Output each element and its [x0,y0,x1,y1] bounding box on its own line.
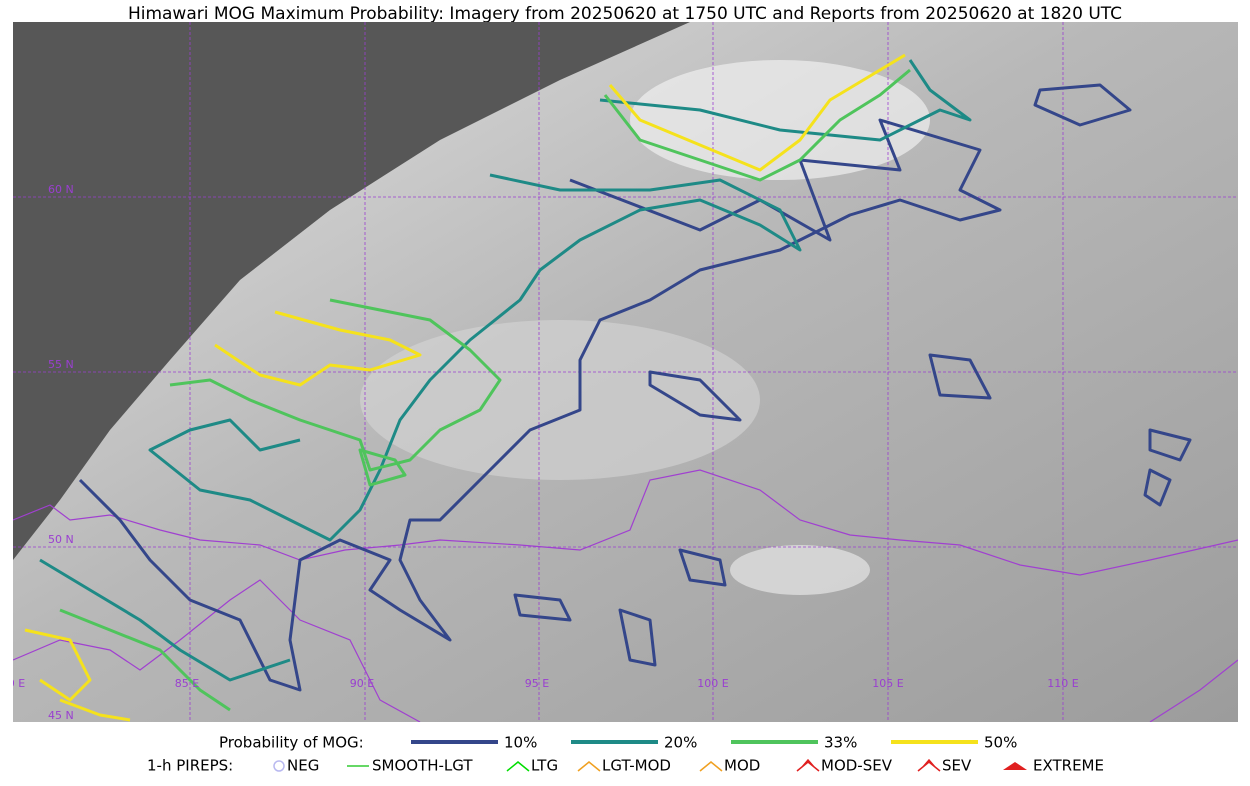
lat-label: 55 N [48,358,74,371]
cloud [730,545,870,595]
lat-labels: 60 N 55 N 50 N 45 N [48,183,74,722]
legend-label: MOD [724,757,760,775]
legend-label: 20% [664,734,697,752]
legend-title: 1-h PIREPS: [147,757,233,775]
contour [513,593,572,622]
contour [603,68,911,182]
contour [678,548,727,587]
contour [24,628,131,722]
legend-title: Probability of MOG: [219,734,364,752]
contour [599,59,972,142]
contour [59,608,231,712]
legend-label: SMOOTH-LGT [372,757,473,775]
lat-label: 50 N [48,533,74,546]
lat-label: 45 N [48,709,74,722]
border [13,579,421,722]
legend-label: NEG [287,757,319,775]
contour [648,370,742,422]
contour [358,448,407,487]
pirep-symbol [506,761,530,772]
lon-label: 85 E [175,677,199,690]
contour [39,558,291,682]
border [13,469,1238,576]
contour [928,353,992,400]
cloud [630,60,930,180]
contours [24,53,1192,722]
legend-pireps: 1-h PIREPS: NEG SMOOTH-LGT LTG LGT-MOD MOD MOD… [147,757,1104,775]
lon-label: 110 E [1047,677,1078,690]
legend-label: LTG [531,757,558,775]
pirep-symbol [577,761,601,772]
contour [78,118,1002,692]
contour [608,53,906,172]
contour [1143,468,1172,507]
legend-label: 10% [504,734,537,752]
contour [618,608,657,667]
contour [169,298,502,472]
lon-labels: 80 E 85 E 90 E 95 E 100 E 105 E 110 E [1,677,1079,690]
lon-label: 80 E [1,677,25,690]
pirep-symbol [699,761,723,772]
lat-label: 60 N [48,183,74,196]
legend-label: LGT-MOD [602,757,671,775]
legend-label: SEV [942,757,972,775]
map: 60 N 55 N 50 N 45 N 80 E 85 E 90 E 95 E 100 E 10… [1,22,1238,722]
border [1149,659,1238,722]
contour [1148,428,1192,462]
lon-label: 105 E [872,677,903,690]
legend-label: EXTREME [1033,757,1104,775]
contour [214,310,422,387]
lon-label: 100 E [697,677,728,690]
pirep-symbol [796,758,820,772]
pirep-symbol [917,758,941,772]
lon-label: 90 E [350,677,374,690]
space [13,22,690,560]
legend-probability: Probability of MOG: 10% 20% 33% 50% [219,734,1017,752]
title: Himawari MOG Maximum Probability: Imager… [128,4,1122,24]
contour [148,173,802,542]
lon-label: 95 E [525,677,549,690]
legend-label: MOD-SEV [821,757,893,775]
legend-label: 33% [824,734,857,752]
pirep-symbol [1003,762,1027,770]
legend-label: 50% [984,734,1017,752]
cloud [360,320,760,480]
contour [1033,83,1132,127]
pirep-symbol [273,760,285,772]
